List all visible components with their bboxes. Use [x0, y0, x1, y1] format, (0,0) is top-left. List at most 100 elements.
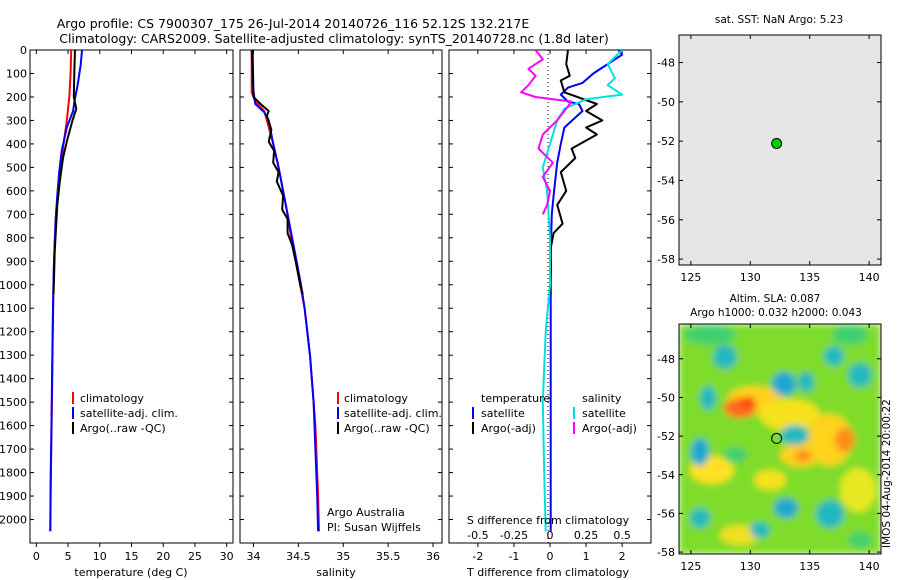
map-y-tick-label: -54 [657, 469, 675, 482]
x-tick-label: 34 [246, 550, 260, 563]
depth-tick-label: 300 [6, 114, 27, 127]
depth-tick-label: 1800 [0, 467, 27, 480]
temperature-axes [29, 49, 234, 544]
x-tick-label: 0 [547, 550, 554, 563]
difference-legend: temperature satellite Argo(-adj) salinit… [472, 392, 637, 435]
depth-tick-label: 200 [6, 91, 27, 104]
depth-tick-label: 900 [6, 255, 27, 268]
s-tick-label: 0 [547, 529, 554, 542]
x-tick-label: 2 [619, 550, 626, 563]
argo-program-label: Argo Australia [327, 506, 405, 519]
s-tick-label: -0.25 [500, 529, 528, 542]
x-tick-label: -1 [508, 550, 519, 563]
depth-tick-label: 1300 [0, 349, 27, 362]
s-tick-label: 0.5 [613, 529, 631, 542]
argo-pi-label: PI: Susan Wijffels [327, 521, 421, 534]
temperature-series [49, 50, 83, 532]
map-x-tick-label: 130 [740, 271, 761, 284]
x-tick-label: 25 [188, 550, 202, 563]
x-tick-label: 10 [93, 550, 107, 563]
map-x-tick-label: 125 [680, 560, 701, 573]
legend-title-temperature: temperature [481, 392, 550, 405]
s-difference-ticks: -0.5 -0.25 0 0.25 0.5 [467, 529, 631, 542]
x-tick-label: 5 [65, 550, 72, 563]
map-y-tick-label: -58 [657, 253, 675, 266]
depth-tick-label: 0 [20, 44, 27, 57]
map-y-tick-label: -54 [657, 174, 675, 187]
legend-label-sal-argo: Argo(-adj) [582, 422, 637, 435]
salinity-axes [239, 49, 443, 544]
map-x-tick-label: 140 [859, 560, 880, 573]
sla-subtitle: Argo h1000: 0.032 h2000: 0.043 [690, 307, 862, 319]
position-map-ticks: 125 130 135 140 -48 -50 -52 -54 -56 -58 [657, 35, 881, 284]
depth-tick-label: 600 [6, 185, 27, 198]
sla-field [679, 324, 881, 554]
legend-label-temp-argo: Argo(-adj) [481, 422, 536, 435]
depth-tick-label: 1700 [0, 443, 27, 456]
header-subtitle: Climatology: CARS2009. Satellite-adjuste… [59, 31, 609, 46]
sla-map: Altim. SLA: 0.087 Argo h1000: 0.032 h200… [657, 293, 893, 573]
depth-tick-label: 1000 [0, 279, 27, 292]
depth-tick-label: 1400 [0, 373, 27, 386]
sla-map-axes [678, 323, 882, 555]
depth-tick-label: 1100 [0, 302, 27, 315]
x-tick-label: 30 [220, 550, 234, 563]
map-x-tick-label: 135 [799, 560, 820, 573]
sst-title: sat. SST: NaN Argo: 5.23 [715, 14, 843, 26]
legend-label-satellite: satellite-adj. clim. [344, 407, 442, 420]
s-tick-label: -0.5 [467, 529, 488, 542]
depth-tick-label: 2000 [0, 514, 27, 527]
map-y-tick-label: -56 [657, 214, 675, 227]
series-line-argo-raw-qc- [52, 50, 78, 295]
x-tick-label: 15 [125, 550, 139, 563]
depth-tick-label: 100 [6, 67, 27, 80]
depth-tick-label: 800 [6, 232, 27, 245]
x-tick-label: 20 [156, 550, 170, 563]
salinity-legend: climatology satellite-adj. clim. Argo(..… [337, 392, 442, 435]
map-x-tick-label: 135 [799, 271, 820, 284]
map-y-tick-label: -50 [657, 96, 675, 109]
legend-label-climatology: climatology [344, 392, 408, 405]
series-line-argo-raw-qc- [251, 50, 304, 295]
map-y-tick-label: -48 [657, 57, 675, 70]
depth-tick-label: 1900 [0, 490, 27, 503]
map-y-tick-label: -48 [657, 353, 675, 366]
imos-watermark: IMOS 04-Aug-2014 20:00:22 [881, 399, 893, 548]
legend-label-argo: Argo(..raw -QC) [80, 422, 166, 435]
depth-tick-label: 1500 [0, 396, 27, 409]
s-difference-label: S difference from climatology [467, 514, 630, 527]
legend-label-satellite: satellite-adj. clim. [80, 407, 178, 420]
legend-label-sal-satellite: satellite [582, 407, 626, 420]
difference-series [520, 50, 624, 532]
map-y-tick-label: -58 [657, 546, 675, 559]
x-tick-label: 1 [583, 550, 590, 563]
salinity-x-label: salinity [316, 566, 356, 579]
x-tick-label: 35 [336, 550, 350, 563]
x-tick-label: 36 [426, 550, 440, 563]
salinity-panel: 34 34.5 35 35.5 36 climatology satellite-adj… [239, 49, 443, 579]
legend-label-climatology: climatology [80, 392, 144, 405]
position-map: sat. SST: NaN Argo: 5.23 125 130 135 140 -48… [657, 14, 882, 284]
legend-label-temp-satellite: satellite [481, 407, 525, 420]
x-tick-label: 35.5 [376, 550, 401, 563]
map-x-tick-label: 140 [859, 271, 880, 284]
salinity-x-axis: 34 34.5 35 35.5 36 [246, 50, 440, 563]
argo-position-ring [771, 432, 783, 444]
salinity-series [250, 50, 320, 532]
temperature-legend: climatology satellite-adj. clim. Argo(..… [72, 392, 178, 435]
x-tick-label: 34.5 [286, 550, 311, 563]
depth-tick-label: 700 [6, 208, 27, 221]
map-y-tick-label: -52 [657, 430, 675, 443]
temperature-x-label: temperature (deg C) [74, 566, 187, 579]
temperature-x-axis: 0 5 10 15 20 25 30 [33, 50, 234, 563]
x-tick-label: -2 [472, 550, 483, 563]
depth-axis: 0 100 200 300 400 500 600 700 800 900 1000 1100 1200… [0, 44, 233, 527]
legend-title-salinity: salinity [582, 392, 622, 405]
s-tick-label: 0.25 [574, 529, 599, 542]
difference-panel: -2 -1 0 1 2 temperature satellite Argo(-adj)… [448, 49, 652, 579]
temperature-panel: 0100200300400500600700800900100011001200… [0, 44, 234, 579]
sla-map-ticks: 125 130 135 140 -48 -50 -52 -54 -56 -58 [657, 324, 881, 573]
argo-position-marker [771, 138, 783, 150]
series-line-salinity-argo-adj- [520, 50, 573, 215]
